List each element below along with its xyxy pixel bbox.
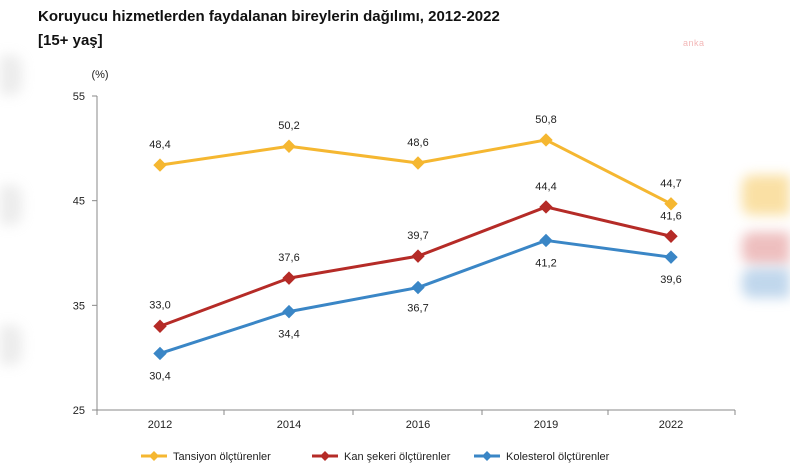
data-label: 50,2 [278, 120, 299, 132]
legend-item: Kan şekeri ölçtürenler [312, 451, 451, 463]
data-point-marker [411, 249, 425, 263]
left-edge-blur [0, 185, 22, 225]
right-edge-blur [742, 232, 790, 264]
x-tick-label: 2014 [277, 419, 301, 431]
data-point-marker [153, 319, 167, 333]
x-tick-label: 2022 [659, 419, 683, 431]
series-layer: 48,4 50,2 48,6 50,8 44,7 33,0 37,6 39,7 44,4 41,6… [149, 114, 681, 383]
data-label: 50,8 [535, 114, 556, 126]
right-edge-blur [742, 175, 790, 215]
left-edge-blur [0, 325, 22, 365]
data-label: 37,6 [278, 252, 299, 264]
data-point-marker [153, 158, 167, 172]
y-tick-label: 35 [73, 300, 85, 312]
y-axis-unit-label: (%) [91, 69, 108, 81]
series-3: 30,4 34,4 36,7 41,2 39,6 [149, 233, 682, 382]
series-2: 33,0 37,6 39,7 44,4 41,6 [149, 181, 682, 333]
data-label: 48,4 [149, 139, 170, 151]
data-label: 41,6 [660, 210, 681, 222]
legend-marker [320, 451, 330, 461]
y-tick-label: 55 [73, 91, 85, 103]
data-label: 30,4 [149, 370, 170, 382]
chart-title: Koruyucu hizmetlerden faydalanan bireyle… [38, 8, 500, 25]
chart-legend: Tansiyon ölçtürenler Kan şekeri ölçtürenl… [141, 451, 610, 463]
series-line [159, 138, 672, 206]
data-label: 44,4 [535, 181, 556, 193]
data-label: 41,2 [535, 257, 556, 269]
right-edge-blur [742, 268, 790, 298]
data-label: 39,7 [407, 230, 428, 242]
x-tick-label: 2012 [148, 419, 172, 431]
data-point-marker [664, 250, 678, 264]
chart-axes: 25 35 45 55 2012 2014 2016 2019 2022 [73, 91, 736, 431]
data-label: 34,4 [278, 329, 299, 341]
series-1: 48,4 50,2 48,6 50,8 44,7 [149, 114, 682, 211]
y-tick-label: 45 [73, 196, 85, 208]
data-point-marker [664, 229, 678, 243]
data-point-marker [539, 200, 553, 214]
x-tick-label: 2016 [406, 419, 430, 431]
data-point-marker [411, 280, 425, 295]
chart-subtitle: [15+ yaş] [38, 32, 103, 49]
data-point-marker [153, 346, 167, 361]
legend-label: Kolesterol ölçtürenler [506, 451, 610, 463]
data-label: 44,7 [660, 178, 681, 190]
data-point-marker [539, 233, 553, 248]
left-edge-blur [0, 55, 22, 95]
legend-marker [149, 451, 159, 461]
data-point-marker [282, 304, 296, 319]
data-point-marker [411, 156, 425, 170]
data-point-marker [664, 197, 678, 211]
y-tick-label: 25 [73, 405, 85, 417]
legend-label: Kan şekeri ölçtürenler [344, 451, 451, 463]
watermark: anka [683, 38, 705, 48]
data-label: 39,6 [660, 274, 681, 286]
legend-item: Tansiyon ölçtürenler [141, 451, 271, 463]
x-tick-label: 2019 [534, 419, 558, 431]
legend-marker [482, 451, 492, 461]
data-label: 48,6 [407, 137, 428, 149]
data-point-marker [282, 271, 296, 285]
legend-item: Kolesterol ölçtürenler [474, 451, 610, 463]
data-label: 36,7 [407, 303, 428, 315]
data-label: 33,0 [149, 299, 170, 311]
legend-label: Tansiyon ölçtürenler [173, 451, 271, 463]
data-point-marker [282, 139, 296, 153]
data-point-marker [539, 133, 553, 147]
